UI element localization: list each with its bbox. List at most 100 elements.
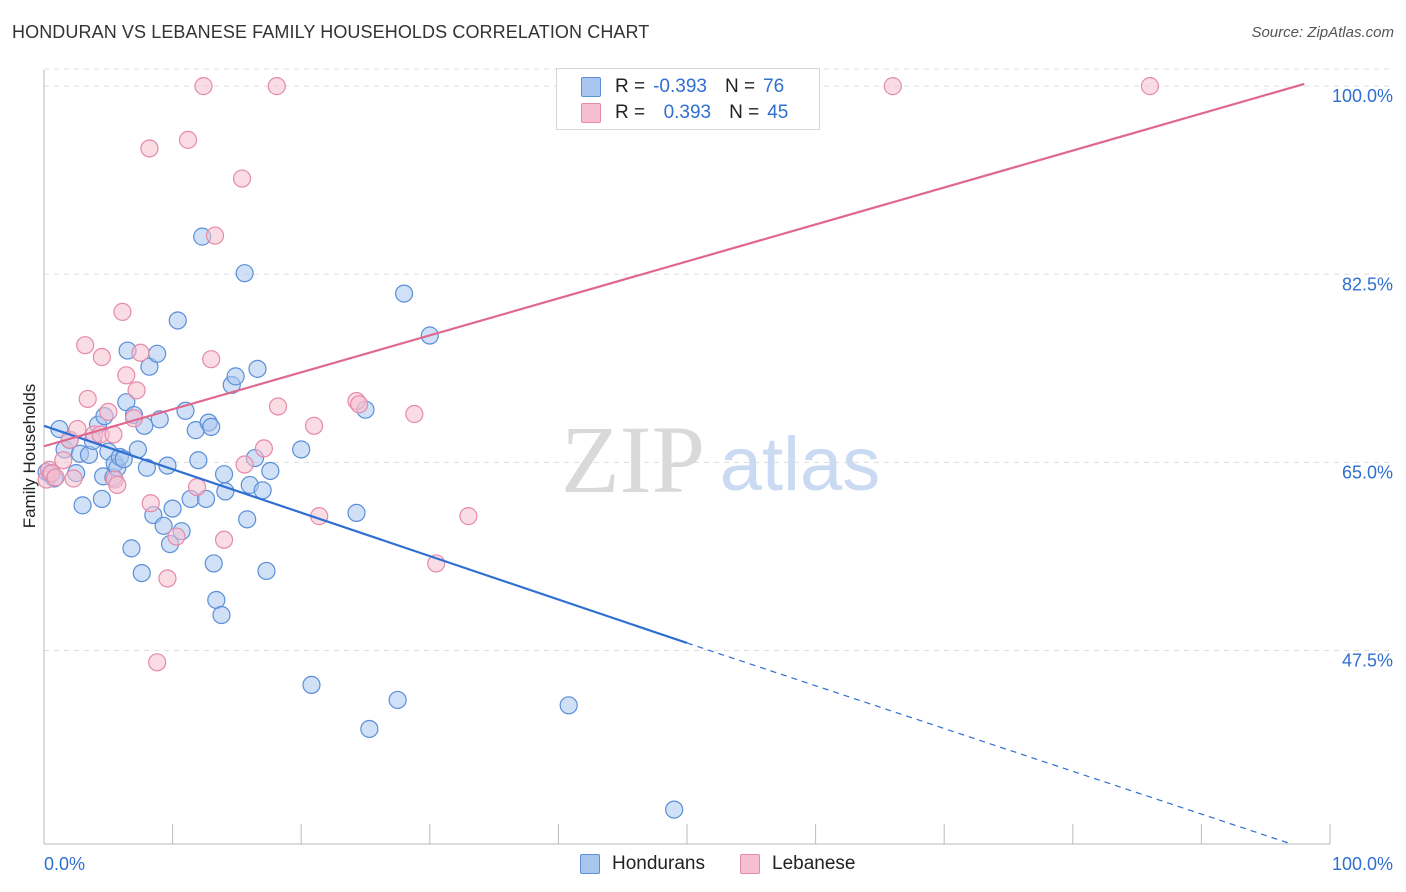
- hondurans-point-59: [253, 481, 272, 500]
- hondurans-point-48: [207, 590, 226, 610]
- lebanese-point-4: [54, 451, 73, 470]
- hondurans-point-23: [122, 539, 141, 558]
- lebanese-point-37: [268, 397, 288, 416]
- lebanese-point-45: [883, 77, 902, 96]
- hondurans-point-71: [665, 800, 684, 819]
- y-tick-label-2: 82.5%: [1342, 274, 1393, 294]
- lebanese-point-46: [1140, 77, 1160, 96]
- hondurans-point-28: [137, 458, 156, 477]
- r-label: R =: [615, 76, 646, 97]
- lebanese-point-6: [64, 469, 83, 488]
- gridlines: [44, 68, 1394, 651]
- source-label: Source: ZipAtlas.com: [1251, 24, 1394, 41]
- correlation-legend: R = -0.393 N = 76 R = 0.393 N = 45: [556, 68, 820, 130]
- lebanese-point-30: [202, 350, 221, 369]
- hondurans-point-55: [238, 510, 257, 529]
- lebanese-point-24: [148, 653, 167, 672]
- lebanese-point-20: [127, 381, 146, 400]
- lebanese-point-23: [141, 494, 160, 513]
- hondurans-point-64: [347, 503, 366, 523]
- hondurans-point-33: [154, 516, 173, 535]
- hondurans-point-49: [212, 605, 231, 625]
- y-tick-label-3: 100.0%: [1332, 86, 1393, 106]
- lebanese-point-31: [205, 226, 225, 245]
- trend-lines: [43, 82, 1305, 845]
- hondurans-point-36: [163, 499, 182, 518]
- legend-label-lebanese: Lebanese: [772, 853, 856, 874]
- lebanese-point-25: [158, 569, 177, 588]
- tick-labels: 47.5% 65.0% 82.5% 100.0% 0.0% 100.0%: [44, 86, 1393, 874]
- hondurans-point-12: [92, 489, 111, 509]
- lebanese-n-value: 45: [767, 102, 789, 123]
- lebanese-point-3: [46, 468, 65, 487]
- hondurans-point-37: [168, 311, 187, 330]
- lebanese-point-33: [232, 169, 252, 188]
- lebanese-point-12: [92, 347, 111, 367]
- lebanese-point-28: [187, 478, 207, 497]
- axes: [43, 70, 1331, 845]
- lebanese-point-41: [349, 395, 369, 414]
- legend-row-lebanese: R = 0.393 N = 45: [581, 100, 788, 126]
- lebanese-point-18: [117, 366, 136, 385]
- hondurans-point-54: [235, 264, 254, 283]
- lebanese-point-21: [131, 343, 150, 362]
- hondurans-swatch: [580, 854, 600, 874]
- lebanese-point-9: [78, 389, 97, 409]
- legend-item-lebanese[interactable]: Lebanese: [740, 852, 855, 876]
- lebanese-point-13: [99, 402, 118, 421]
- hondurans-point-63: [302, 675, 321, 695]
- hondurans-point-26: [132, 563, 151, 583]
- lebanese-point-38: [304, 416, 324, 435]
- lebanese-point-36: [267, 77, 286, 96]
- hondurans-point-66: [360, 719, 379, 739]
- hondurans-r-value: -0.393: [653, 76, 707, 97]
- watermark: ZIP atlas: [561, 406, 880, 513]
- watermark-zip: ZIP: [561, 406, 705, 513]
- lebanese-point-44: [459, 507, 478, 526]
- y-tick-label-1: 65.0%: [1342, 462, 1393, 482]
- x-tick-label-0: 0.0%: [44, 854, 85, 874]
- hondurans-n-value: 76: [763, 76, 785, 97]
- hondurans-trend-line: [43, 424, 688, 645]
- lebanese-point-34: [235, 455, 254, 474]
- lebanese-point-16: [108, 475, 127, 495]
- hondurans-point-51: [214, 465, 234, 484]
- lebanese-r-value: 0.393: [663, 102, 712, 123]
- hondurans-point-70: [559, 696, 578, 715]
- hondurans-point-58: [248, 359, 267, 378]
- legend-label-hondurans: Hondurans: [612, 853, 705, 874]
- lebanese-point-27: [178, 130, 198, 149]
- lebanese-point-22: [140, 139, 159, 158]
- lebanese-trend-line: [43, 82, 1305, 448]
- x-tick-label-1: 100.0%: [1332, 854, 1393, 874]
- hondurans-point-8: [73, 496, 92, 515]
- lebanese-swatch: [581, 103, 601, 123]
- hondurans-point-67: [388, 690, 407, 710]
- hondurans-point-46: [202, 417, 221, 436]
- hondurans-point-61: [261, 461, 280, 481]
- hondurans-point-47: [204, 554, 223, 573]
- hondurans-point-31: [148, 344, 167, 363]
- n-label: N =: [729, 102, 760, 123]
- r-label: R =: [615, 102, 646, 123]
- lebanese-point-17: [113, 302, 132, 321]
- lebanese-point-32: [214, 530, 234, 549]
- chart-title: HONDURAN VS LEBANESE FAMILY HOUSEHOLDS C…: [12, 22, 650, 42]
- lebanese-point-29: [194, 77, 213, 96]
- hondurans-trend-extension: [686, 642, 1292, 845]
- legend-row-hondurans: R = -0.393 N = 76: [581, 74, 784, 100]
- watermark-atlas: atlas: [720, 422, 881, 507]
- hondurans-point-68: [394, 284, 414, 303]
- lebanese-point-35: [254, 439, 274, 458]
- lebanese-point-42: [405, 404, 424, 424]
- n-label: N =: [724, 76, 756, 97]
- y-tick-label-0: 47.5%: [1342, 651, 1393, 671]
- hondurans-point-60: [257, 561, 276, 581]
- hondurans-point-42: [189, 451, 208, 470]
- hondurans-point-62: [292, 440, 311, 459]
- legend-item-hondurans[interactable]: Hondurans: [580, 852, 705, 876]
- lebanese-point-8: [76, 336, 95, 355]
- hondurans-point-53: [226, 367, 245, 386]
- lebanese-point-26: [167, 527, 186, 546]
